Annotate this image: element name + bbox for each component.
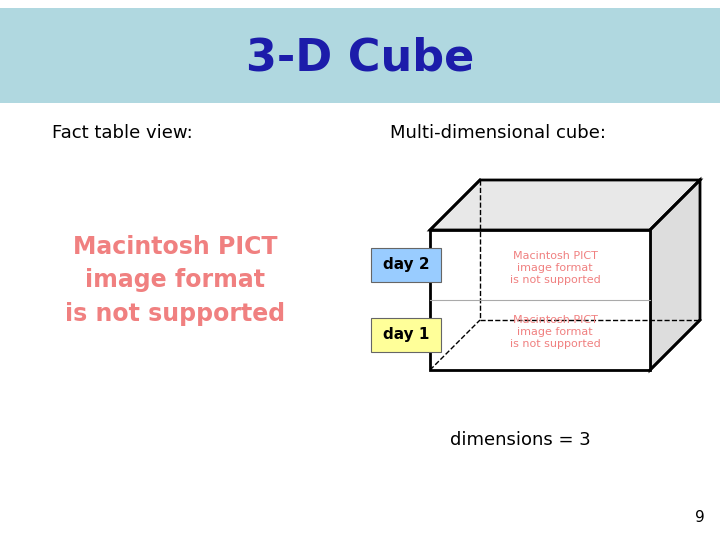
Bar — [430, 230, 650, 370]
Polygon shape — [650, 180, 700, 370]
Text: Macintosh PICT
image format
is not supported: Macintosh PICT image format is not suppo… — [510, 251, 600, 286]
Text: Macintosh PICT
image format
is not supported: Macintosh PICT image format is not suppo… — [510, 315, 600, 349]
Text: 3-D Cube: 3-D Cube — [246, 37, 474, 79]
Text: dimensions = 3: dimensions = 3 — [450, 431, 590, 449]
Bar — [0, 8, 720, 103]
FancyBboxPatch shape — [371, 318, 441, 352]
Polygon shape — [430, 180, 700, 230]
Text: day 1: day 1 — [383, 327, 429, 342]
Text: day 2: day 2 — [383, 258, 429, 273]
Text: Multi-dimensional cube:: Multi-dimensional cube: — [390, 124, 606, 142]
Text: Fact table view:: Fact table view: — [52, 124, 193, 142]
Text: Macintosh PICT
image format
is not supported: Macintosh PICT image format is not suppo… — [65, 234, 285, 326]
FancyBboxPatch shape — [371, 248, 441, 282]
Text: 9: 9 — [696, 510, 705, 525]
